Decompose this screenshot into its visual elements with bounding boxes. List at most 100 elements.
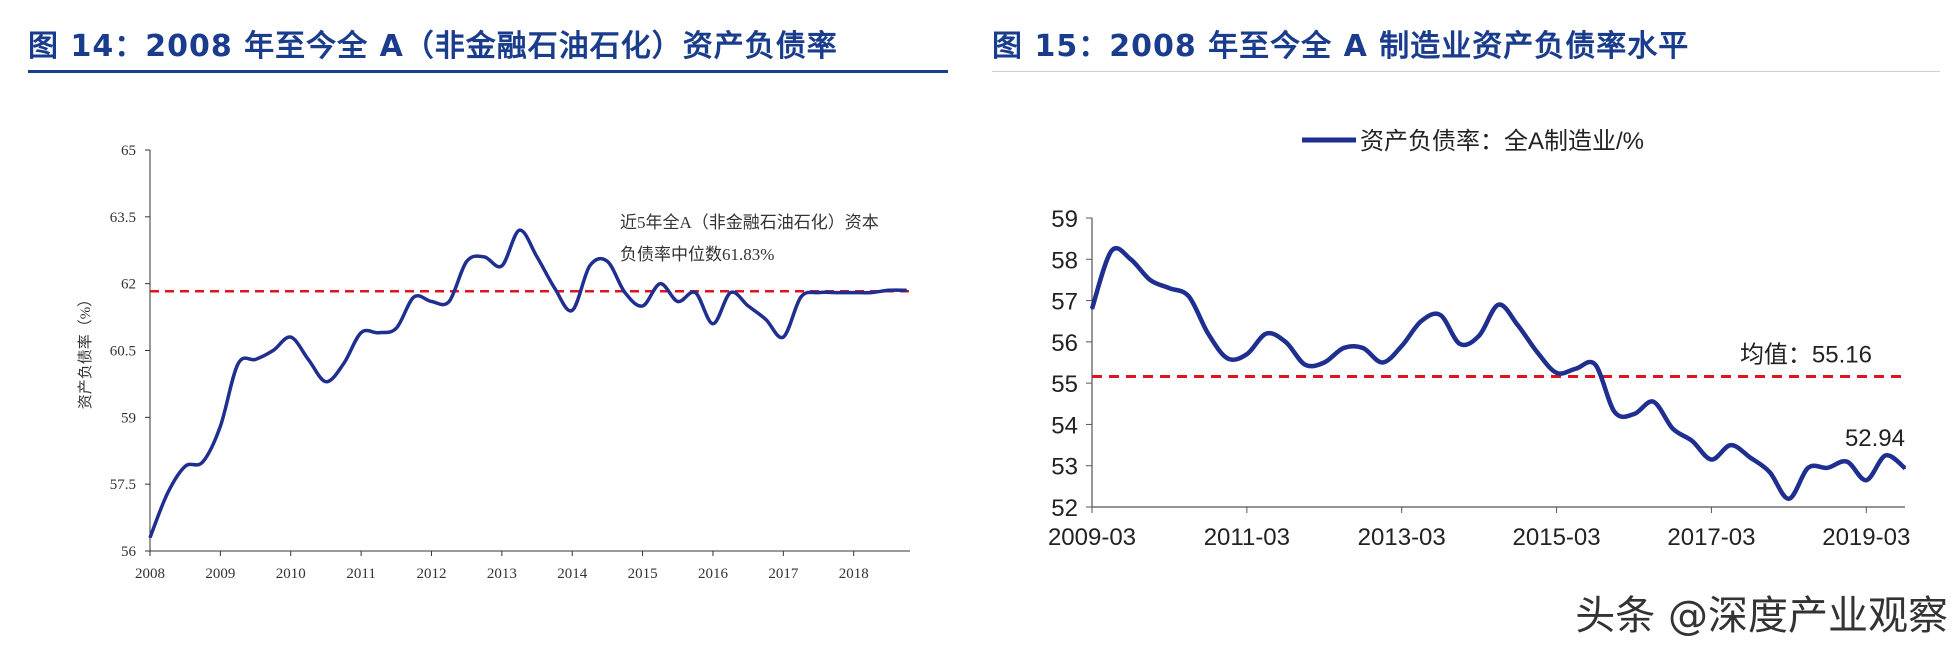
right-data-point bbox=[1458, 342, 1461, 345]
left-x-tick-label: 2010 bbox=[276, 566, 306, 582]
right-data-point bbox=[1497, 303, 1500, 306]
left-y-tick-label: 65 bbox=[121, 143, 136, 159]
left-data-point bbox=[571, 309, 574, 312]
left-data-point bbox=[747, 305, 749, 307]
left-data-point bbox=[712, 322, 714, 325]
left-x-tick-label: 2008 bbox=[135, 566, 165, 582]
left-data-point bbox=[835, 291, 837, 294]
left-data-point bbox=[694, 291, 697, 294]
right-data-point bbox=[1652, 400, 1655, 403]
right-data-point bbox=[1245, 353, 1248, 356]
right-data-point bbox=[1110, 250, 1113, 253]
left-data-point bbox=[817, 291, 820, 294]
right-figure-title: 图 15：2008 年至今全 A 制造业资产负债率水平 bbox=[992, 29, 1690, 64]
right-data-point bbox=[1420, 320, 1423, 323]
right-data-point bbox=[1129, 258, 1132, 261]
right-data-point bbox=[1303, 363, 1306, 366]
left-data-point bbox=[289, 336, 292, 338]
left-data-point bbox=[606, 260, 609, 263]
left-y-axis-label: 资产负债率（%） bbox=[77, 292, 94, 410]
right-data-point bbox=[1671, 427, 1674, 430]
left-y-tick-label: 60.5 bbox=[110, 344, 136, 360]
right-x-tick-label: 2015-03 bbox=[1513, 524, 1601, 551]
right-data-point bbox=[1904, 467, 1906, 470]
right-data-point bbox=[1729, 444, 1732, 447]
left-data-point bbox=[870, 291, 873, 294]
left-data-point bbox=[659, 282, 661, 285]
right-data-point bbox=[1381, 361, 1384, 364]
left-data-point bbox=[307, 358, 310, 361]
left-data-point bbox=[782, 336, 785, 338]
left-data-point bbox=[360, 331, 362, 334]
right-data-point bbox=[1226, 357, 1229, 360]
left-data-point bbox=[888, 289, 890, 292]
left-data-point bbox=[395, 327, 398, 330]
right-chart: 52 53 54 55 56 57 58 59 2009-03 2011-03 2013-03 201… bbox=[1048, 128, 1910, 551]
left-data-point bbox=[413, 296, 415, 298]
left-y-tick-label: 63.5 bbox=[110, 210, 136, 226]
right-data-point bbox=[1787, 497, 1790, 500]
left-y-tick-label: 57.5 bbox=[110, 477, 136, 493]
right-y-tick-label: 59 bbox=[1051, 206, 1078, 233]
right-x-tick-label: 2017-03 bbox=[1667, 524, 1755, 551]
right-data-point bbox=[1362, 347, 1364, 350]
left-series-line bbox=[148, 228, 907, 539]
left-x-tick-label: 2011 bbox=[346, 566, 375, 582]
left-x-tick-label: 2018 bbox=[839, 566, 869, 582]
right-data-point bbox=[1149, 278, 1152, 281]
left-data-point bbox=[237, 363, 239, 365]
right-data-point bbox=[1884, 454, 1887, 457]
right-data-point bbox=[1400, 344, 1403, 347]
right-data-point bbox=[1826, 466, 1829, 469]
watermark: 头条 @深度产业观察 bbox=[1575, 593, 1948, 639]
left-data-point bbox=[465, 260, 468, 263]
left-x-tick-label: 2012 bbox=[416, 566, 446, 582]
left-data-point bbox=[430, 300, 433, 303]
right-data-point bbox=[1555, 371, 1558, 374]
left-data-point bbox=[149, 536, 151, 539]
right-x-tick-label: 2009-03 bbox=[1048, 524, 1136, 551]
left-data-point bbox=[624, 291, 626, 294]
left-annotation-text: 负债率中位数61.83% bbox=[620, 245, 774, 264]
right-data-point bbox=[1187, 295, 1190, 298]
left-data-point bbox=[483, 256, 486, 258]
right-y-tick-label: 58 bbox=[1051, 247, 1078, 274]
left-data-point bbox=[729, 291, 732, 294]
right-mean-label: 均值：55.16 bbox=[1740, 342, 1872, 369]
right-data-point bbox=[1284, 340, 1287, 343]
left-y-tick-label: 62 bbox=[121, 277, 136, 293]
right-y-tick-label: 55 bbox=[1051, 371, 1078, 398]
left-x-tick-label: 2016 bbox=[698, 566, 729, 582]
left-annotation-text: 近5年全A（非金融石油石化）资本 bbox=[620, 213, 879, 232]
right-x-tick-label: 2013-03 bbox=[1358, 524, 1446, 551]
right-y-tick-label: 53 bbox=[1051, 454, 1078, 481]
right-data-point bbox=[1323, 361, 1326, 364]
right-data-point bbox=[1710, 458, 1713, 461]
right-data-point bbox=[1865, 479, 1868, 482]
left-data-point bbox=[254, 358, 257, 361]
right-data-point bbox=[1516, 324, 1519, 327]
left-data-point bbox=[377, 331, 380, 334]
right-data-point bbox=[1594, 363, 1597, 366]
left-data-point bbox=[501, 265, 503, 267]
right-data-point bbox=[1265, 332, 1268, 335]
right-legend-label: 资产负债率：全A制造业/% bbox=[1360, 128, 1644, 155]
right-y-tick-label: 52 bbox=[1051, 495, 1078, 522]
right-data-point bbox=[1633, 413, 1635, 416]
right-data-point bbox=[1749, 456, 1752, 459]
left-figure-title: 图 14：2008 年至今全 A（非金融石油石化）资产负债率 bbox=[28, 29, 838, 64]
right-data-point bbox=[1768, 470, 1771, 473]
right-data-point bbox=[1207, 332, 1210, 335]
right-y-tick-label: 56 bbox=[1051, 330, 1078, 357]
left-data-point bbox=[589, 265, 591, 267]
left-data-point bbox=[518, 229, 521, 231]
left-x-tick-label: 2017 bbox=[768, 566, 799, 582]
left-data-point bbox=[852, 291, 855, 294]
right-y-tick-label: 57 bbox=[1051, 289, 1078, 316]
left-chart: 56 57.5 59 60.5 62 63.5 65 2008 2009 2010 2011 2012… bbox=[77, 143, 910, 582]
left-data-point bbox=[536, 256, 538, 258]
left-y-tick-label: 59 bbox=[121, 410, 136, 426]
right-data-point bbox=[1439, 314, 1442, 317]
left-x-tick-label: 2014 bbox=[557, 566, 588, 582]
